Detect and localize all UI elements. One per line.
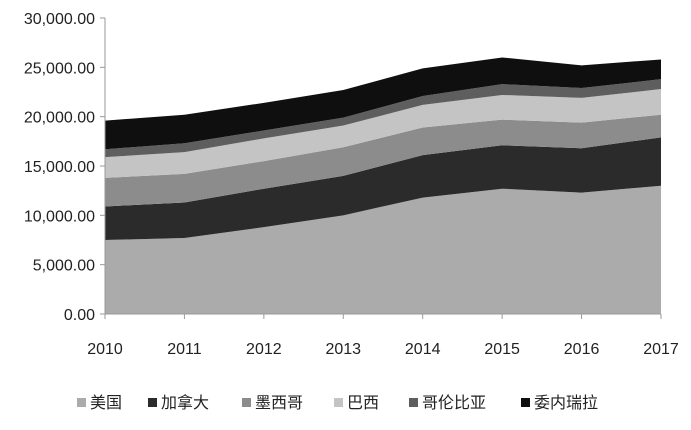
legend-swatch [521,398,530,407]
series-area-3 [105,114,661,207]
y-tick-label: 25,000.00 [24,60,95,77]
x-tick-label: 2017 [643,341,679,358]
x-tick-label: 2016 [564,341,600,358]
y-axis-tick-labels: 0.00 5,000.00 10,000.00 15,000.00 20,000.00 2… [24,11,95,324]
x-axis-tick-labels: 2010 2011 2012 2013 2014 2015 2016 2017 [87,341,679,358]
series-area-6 [105,57,661,150]
legend-label: 美国 [90,394,122,412]
y-tick-label: 0.00 [64,307,95,324]
legend-swatch [77,398,86,407]
legend-swatch [409,398,418,407]
y-tick-label: 15,000.00 [24,159,95,176]
legend: 美国 加拿大 墨西哥 巴西 哥伦比亚 委内瑞拉 [77,393,598,412]
legend-label: 巴西 [347,395,379,412]
y-tick-label: 30,000.00 [24,11,95,28]
legend-label: 加拿大 [161,393,209,412]
legend-label: 哥伦比亚 [422,394,486,412]
x-tick-label: 2015 [484,341,520,358]
x-tick-label: 2012 [246,341,282,358]
x-tick-label: 2013 [325,341,361,358]
y-tick-label: 20,000.00 [24,110,95,127]
legend-label: 委内瑞拉 [534,394,598,412]
series-areas [105,57,661,314]
legend-label: 墨西哥 [255,395,303,412]
x-tick-label: 2010 [87,341,123,358]
y-tick-label: 5,000.00 [33,258,95,275]
legend-swatch [334,398,343,407]
x-tick-label: 2011 [167,341,202,358]
legend-swatch [148,398,157,407]
legend-swatch [242,398,251,407]
y-tick-label: 10,000.00 [24,208,95,225]
x-tick-label: 2014 [405,341,441,358]
series-area-2 [105,137,661,240]
series-area-5 [105,79,661,158]
series-area-4 [105,89,661,178]
series-area-1 [105,185,661,314]
axes [100,17,662,319]
